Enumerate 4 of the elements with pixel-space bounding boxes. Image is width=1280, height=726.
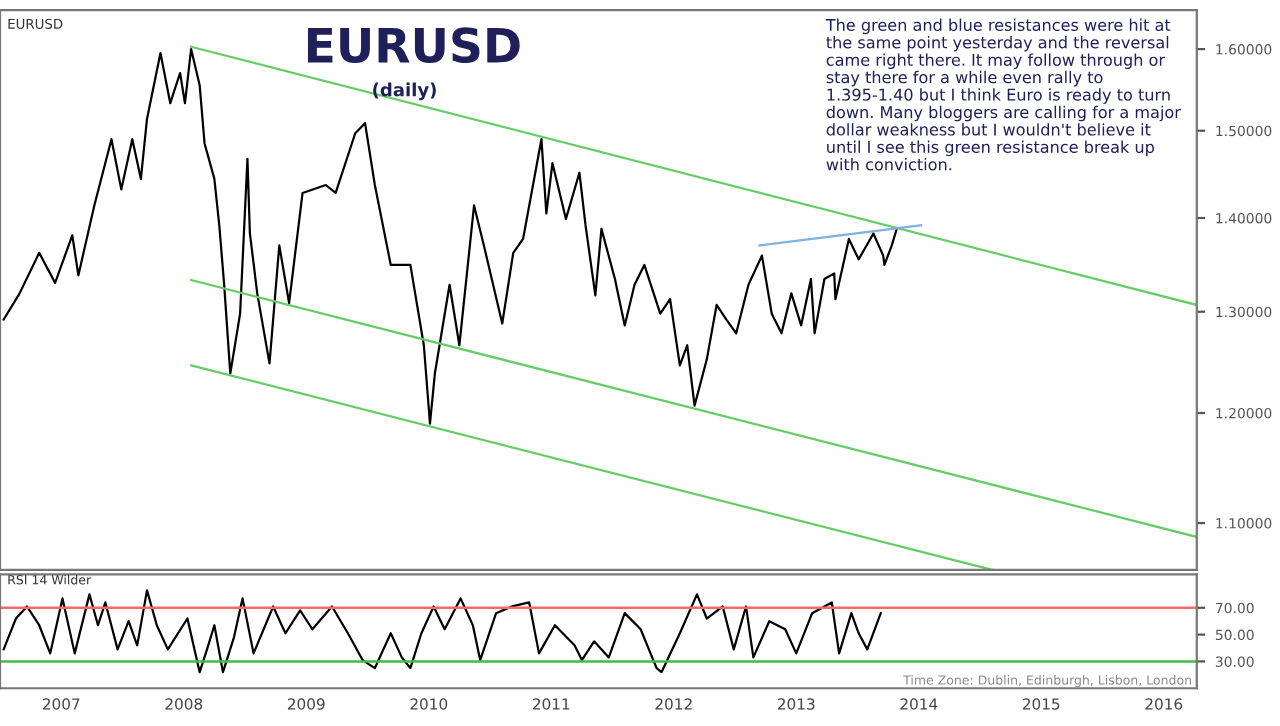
text: The green and blue resistances were hit at the same point yesterday and the reversal came right there. It may follow through or stay there for a while even rally to 1.395-1.40 but I think Euro is ready to turn down. Many bloggers are calling for a major dollar weakness but I wouldn't believe it until I see this green resistance break up with conviction. — [825, 18, 1181, 171]
line-series — [2, 589, 882, 674]
chart-title: EURUSD — [307, 27, 520, 64]
text: (daily) — [373, 82, 436, 101]
